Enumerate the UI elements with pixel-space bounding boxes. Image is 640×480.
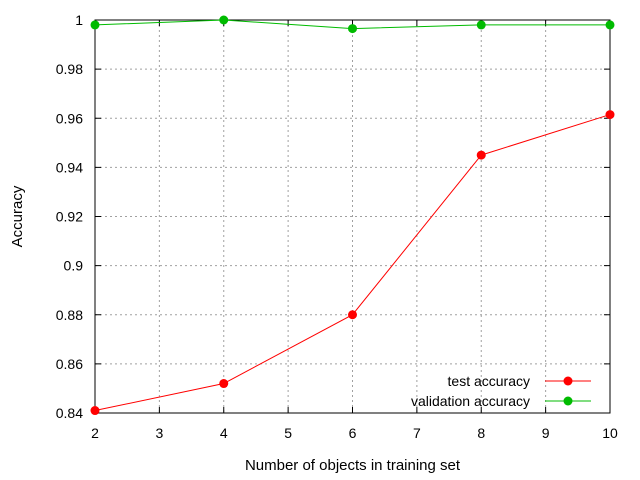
y-tick-label: 0.9: [64, 258, 84, 274]
x-tick-label: 4: [220, 425, 228, 441]
legend-label: validation accuracy: [411, 393, 530, 409]
y-tick-label: 0.94: [56, 159, 83, 175]
data-point: [219, 15, 229, 25]
x-tick-label: 8: [477, 425, 485, 441]
y-tick-labels: 0.84 0.86 0.88 0.9 0.92 0.94 0.96 0.98 1: [56, 12, 83, 421]
y-axis-label: Accuracy: [9, 185, 26, 247]
x-tick-label: 3: [155, 425, 163, 441]
data-point: [90, 20, 100, 30]
x-axis-label: Number of objects in training set: [245, 457, 461, 474]
series-validation-accuracy: [90, 15, 615, 34]
y-tick-label: 0.88: [56, 307, 83, 323]
x-tick-labels: 2 3 4 5 6 7 8 9 10: [91, 425, 618, 441]
y-tick-label: 0.92: [56, 209, 83, 225]
data-point: [219, 379, 229, 389]
series-layer: [90, 15, 615, 416]
legend-marker: [563, 396, 573, 406]
data-point: [476, 150, 486, 160]
x-tick-label: 5: [284, 425, 292, 441]
y-tick-label: 0.98: [56, 61, 83, 77]
x-tick-label: 10: [602, 425, 618, 441]
y-tick-label: 0.84: [56, 405, 83, 421]
x-tick-label: 9: [542, 425, 550, 441]
x-tick-label: 7: [413, 425, 421, 441]
data-point: [476, 20, 486, 30]
y-tick-label: 1: [75, 12, 83, 28]
y-tick-label: 0.96: [56, 110, 83, 126]
x-tick-label: 2: [91, 425, 99, 441]
data-point: [90, 406, 100, 416]
y-tick-label: 0.86: [56, 356, 83, 372]
x-tick-label: 6: [349, 425, 357, 441]
data-point: [348, 310, 357, 320]
series-test-accuracy: [90, 110, 615, 416]
legend: test accuracy validation accuracy: [411, 373, 591, 409]
legend-label: test accuracy: [448, 373, 530, 389]
data-point: [605, 20, 615, 30]
legend-marker: [563, 376, 573, 386]
data-point: [605, 110, 615, 120]
data-point: [348, 24, 357, 34]
grid-lines: [95, 20, 610, 413]
plot-frame: [94, 19, 611, 414]
